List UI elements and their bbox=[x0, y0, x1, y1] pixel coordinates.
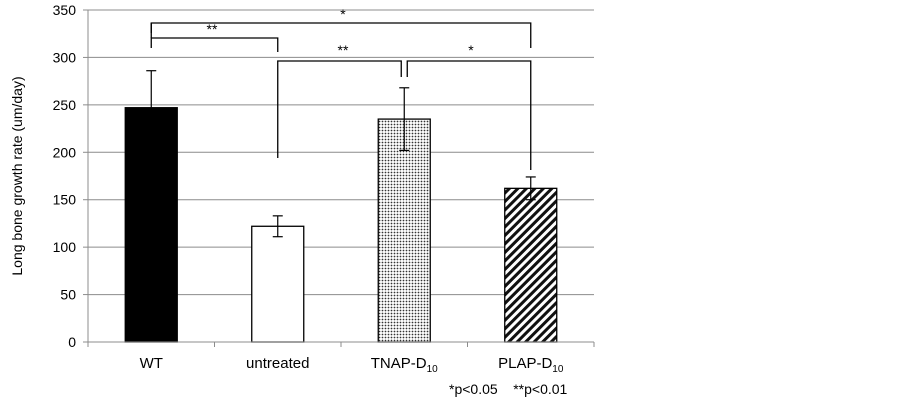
x-category-label: untreated bbox=[246, 355, 309, 372]
y-tick-label: 300 bbox=[53, 49, 77, 65]
significance-bracket bbox=[406, 60, 532, 170]
category-name: TNAP-D bbox=[371, 355, 427, 372]
y-tick-label: 350 bbox=[53, 2, 77, 18]
x-category-label: PLAP-D10 bbox=[498, 355, 564, 375]
y-axis-label: Long bone growth rate (um/day) bbox=[9, 76, 25, 275]
category-name: WT bbox=[140, 355, 163, 372]
y-tick-label: 0 bbox=[68, 334, 76, 350]
category-name: PLAP-D bbox=[498, 355, 552, 372]
x-category-label: TNAP-D10 bbox=[371, 355, 438, 375]
significance-label: ** bbox=[338, 42, 349, 58]
category-name: untreated bbox=[246, 355, 309, 372]
x-category-label: WT bbox=[140, 355, 163, 372]
p-value-footnote: *p<0.05 **p<0.01 bbox=[449, 381, 568, 397]
y-tick-label: 100 bbox=[53, 239, 77, 255]
bar-untreated bbox=[251, 225, 305, 343]
significance-bracket bbox=[150, 37, 279, 52]
y-tick-label: 250 bbox=[53, 97, 77, 113]
category-subscript: 10 bbox=[552, 364, 564, 375]
significance-label: ** bbox=[207, 21, 218, 37]
y-tick-label: 150 bbox=[53, 192, 77, 208]
significance-bracket bbox=[277, 60, 402, 158]
category-subscript: 10 bbox=[427, 364, 439, 375]
bars bbox=[124, 70, 558, 343]
significance-label: * bbox=[468, 42, 474, 58]
significance-label: * bbox=[340, 6, 346, 22]
significance-brackets: ***** * bbox=[150, 6, 532, 170]
y-tick-label: 50 bbox=[60, 287, 76, 303]
y-tick-label: 200 bbox=[53, 144, 77, 160]
bar-tnap-d bbox=[377, 118, 431, 343]
bar-plap-d bbox=[504, 187, 558, 343]
